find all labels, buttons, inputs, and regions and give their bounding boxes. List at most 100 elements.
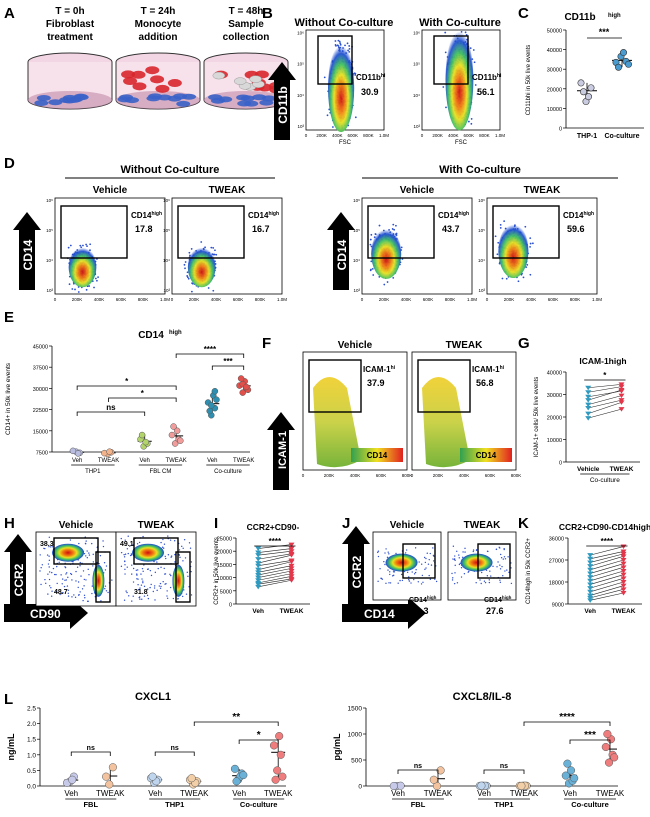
event-dot	[183, 589, 185, 591]
event-dot	[68, 283, 71, 286]
data-point	[255, 563, 262, 569]
event-dot	[143, 595, 146, 597]
step-2-line3: addition	[139, 32, 178, 43]
x-tick-label: 200K	[189, 297, 200, 302]
event-dot	[385, 548, 387, 550]
event-dot	[383, 560, 385, 563]
significance-bracket	[483, 769, 525, 774]
panel-label-c: C	[518, 5, 529, 22]
x-tick-label: 800K	[363, 133, 374, 138]
pair-line	[590, 567, 624, 578]
event-dot	[502, 575, 504, 577]
pair-line	[258, 579, 292, 588]
event-dot	[430, 564, 433, 566]
event-dot	[40, 583, 42, 586]
x-tick-label: 800K	[445, 297, 456, 302]
event-dot	[488, 581, 491, 584]
event-dot	[181, 545, 183, 548]
event-dot	[86, 556, 89, 559]
event-dot	[96, 279, 98, 282]
event-dot	[99, 555, 102, 557]
pair-line	[258, 544, 292, 549]
monocyte-cell	[145, 66, 160, 75]
event-dot	[388, 582, 390, 584]
data-point	[587, 553, 594, 558]
gate-label: CD14high	[484, 595, 512, 604]
data-point	[585, 406, 592, 411]
event-dot	[160, 585, 162, 588]
pair-line	[258, 548, 292, 553]
pair-line	[590, 578, 624, 589]
data-point	[142, 438, 149, 446]
event-dot	[157, 567, 159, 570]
event-dot	[182, 560, 184, 562]
event-dot	[510, 582, 513, 585]
event-dot	[66, 572, 68, 574]
y-axis-label: ng/mL	[6, 733, 16, 760]
event-dot	[124, 553, 127, 555]
event-dot	[379, 568, 381, 570]
event-dot	[178, 549, 181, 551]
event-dot	[395, 232, 398, 235]
event-dot	[149, 586, 151, 589]
pair-line	[258, 570, 292, 578]
event-dot	[56, 582, 58, 585]
monocyte-cell	[150, 75, 165, 84]
event-dot	[63, 585, 66, 588]
event-dot	[41, 564, 44, 566]
y-tick-label: 15000	[217, 563, 232, 569]
cd14-gate	[60, 205, 128, 259]
significance-label: ****	[601, 537, 614, 546]
event-dot	[162, 580, 164, 583]
data-point	[618, 400, 625, 405]
collected-cell	[233, 77, 247, 85]
event-dot	[143, 585, 146, 588]
event-dot	[470, 122, 473, 125]
y-tick-label: 10³	[413, 124, 420, 129]
event-dot	[135, 569, 138, 571]
event-dot	[162, 547, 165, 549]
event-dot	[48, 578, 51, 581]
event-dot	[392, 276, 395, 279]
panel-a-schematic: T = 0h Fibroblast treatment T = 24h Mono…	[27, 6, 289, 110]
event-dot	[105, 565, 108, 567]
event-dot	[71, 288, 74, 290]
event-dot	[139, 596, 141, 598]
y-tick-label: 30000	[547, 68, 562, 74]
event-dot	[87, 568, 89, 571]
cd90-gate	[175, 551, 191, 603]
event-dot	[170, 556, 172, 558]
event-dot	[381, 578, 384, 580]
x-tick-label: 800K	[479, 133, 490, 138]
panel-f-plot-title: Vehicle	[338, 340, 373, 351]
data-point	[68, 775, 77, 784]
event-dot	[127, 552, 129, 555]
event-dot	[132, 567, 135, 570]
event-dot	[128, 595, 130, 597]
x-tick-label: TWEAK	[180, 789, 209, 798]
pair-line	[590, 563, 624, 574]
event-dot	[425, 557, 427, 560]
data-point	[138, 431, 146, 439]
pair-line	[588, 399, 622, 409]
event-dot	[153, 585, 156, 587]
event-dot	[137, 588, 140, 591]
event-dot	[161, 546, 164, 548]
event-dot	[146, 588, 149, 590]
significance-bracket	[76, 385, 177, 390]
event-dot	[338, 40, 341, 43]
event-dot	[453, 558, 456, 560]
chart-title: CD14	[138, 330, 164, 341]
event-dot	[79, 565, 81, 567]
chart-title: CCR2+CD90-	[247, 522, 300, 532]
panel-label-f: F	[262, 335, 271, 352]
event-dot	[129, 545, 131, 547]
ccr2-gate	[53, 537, 99, 565]
event-dot	[452, 577, 454, 579]
event-dot	[170, 574, 172, 577]
data-point	[243, 383, 250, 391]
event-dot	[505, 277, 508, 280]
data-point	[230, 764, 239, 773]
pair-line	[258, 575, 292, 584]
